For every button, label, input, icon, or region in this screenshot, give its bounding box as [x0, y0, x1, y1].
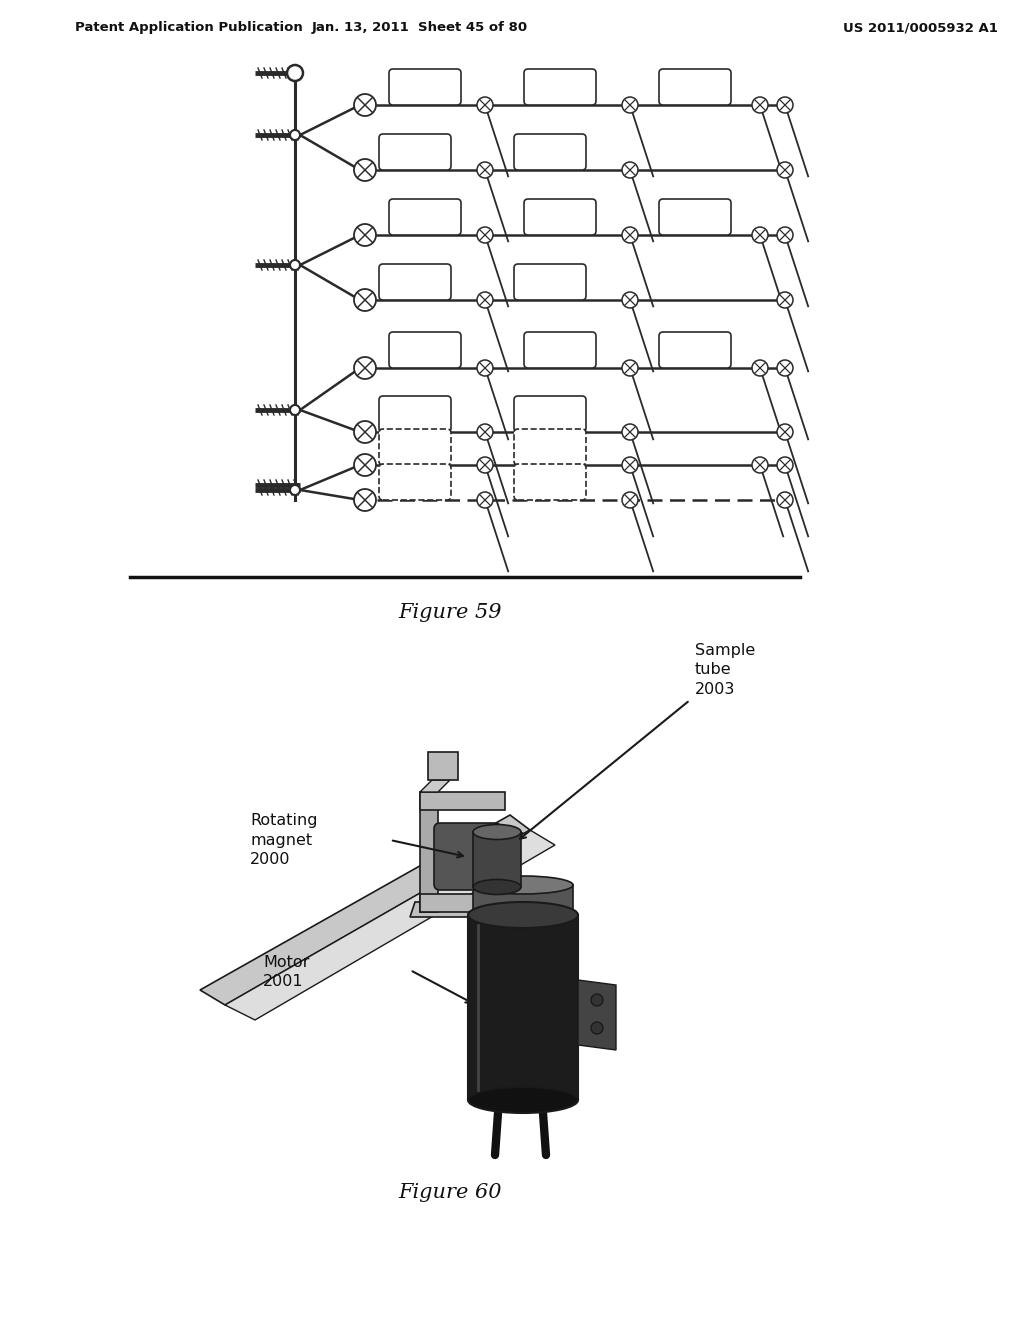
Text: Figure 59: Figure 59	[398, 602, 502, 622]
FancyBboxPatch shape	[389, 69, 461, 106]
Circle shape	[354, 289, 376, 312]
Circle shape	[622, 360, 638, 376]
Polygon shape	[225, 830, 555, 1020]
Text: Patent Application Publication: Patent Application Publication	[75, 21, 303, 34]
Polygon shape	[473, 884, 573, 915]
Circle shape	[777, 457, 793, 473]
FancyBboxPatch shape	[379, 396, 451, 432]
Text: US 2011/0005932 A1: US 2011/0005932 A1	[843, 21, 997, 34]
FancyBboxPatch shape	[434, 822, 501, 890]
Polygon shape	[420, 780, 450, 792]
Polygon shape	[420, 894, 505, 912]
Ellipse shape	[468, 902, 578, 928]
Circle shape	[622, 424, 638, 440]
Circle shape	[477, 424, 493, 440]
Circle shape	[354, 224, 376, 246]
Text: Sample
tube
2003: Sample tube 2003	[695, 643, 756, 697]
Polygon shape	[420, 792, 505, 810]
Circle shape	[777, 424, 793, 440]
FancyBboxPatch shape	[514, 135, 586, 170]
FancyBboxPatch shape	[659, 333, 731, 368]
FancyBboxPatch shape	[524, 333, 596, 368]
Circle shape	[354, 421, 376, 444]
Circle shape	[752, 227, 768, 243]
Text: Rotating
magnet
2000: Rotating magnet 2000	[250, 813, 317, 867]
Circle shape	[477, 492, 493, 508]
Circle shape	[477, 96, 493, 114]
FancyBboxPatch shape	[514, 429, 586, 465]
Circle shape	[622, 292, 638, 308]
FancyBboxPatch shape	[514, 465, 586, 500]
Circle shape	[290, 260, 300, 271]
Circle shape	[290, 405, 300, 414]
Circle shape	[477, 360, 493, 376]
Circle shape	[622, 162, 638, 178]
FancyBboxPatch shape	[514, 264, 586, 300]
Polygon shape	[468, 915, 578, 1100]
FancyBboxPatch shape	[524, 199, 596, 235]
Circle shape	[354, 488, 376, 511]
Circle shape	[622, 492, 638, 508]
Ellipse shape	[473, 879, 521, 895]
Polygon shape	[473, 832, 521, 887]
Circle shape	[477, 292, 493, 308]
Circle shape	[777, 292, 793, 308]
Circle shape	[591, 994, 603, 1006]
Text: Figure 60: Figure 60	[398, 1183, 502, 1201]
Circle shape	[777, 162, 793, 178]
Circle shape	[354, 356, 376, 379]
Circle shape	[354, 454, 376, 477]
Circle shape	[290, 484, 300, 495]
Polygon shape	[200, 814, 530, 1005]
Circle shape	[622, 96, 638, 114]
Circle shape	[777, 492, 793, 508]
Circle shape	[290, 129, 300, 140]
Polygon shape	[420, 792, 438, 912]
Polygon shape	[428, 752, 458, 780]
Circle shape	[777, 360, 793, 376]
Polygon shape	[578, 979, 616, 1049]
FancyBboxPatch shape	[524, 69, 596, 106]
FancyBboxPatch shape	[379, 465, 451, 500]
Circle shape	[287, 65, 303, 81]
FancyBboxPatch shape	[659, 199, 731, 235]
Circle shape	[622, 457, 638, 473]
Circle shape	[354, 94, 376, 116]
Polygon shape	[410, 902, 550, 917]
Ellipse shape	[473, 876, 573, 894]
Circle shape	[591, 1022, 603, 1034]
Circle shape	[354, 158, 376, 181]
Circle shape	[777, 227, 793, 243]
FancyBboxPatch shape	[514, 396, 586, 432]
Text: Jan. 13, 2011  Sheet 45 of 80: Jan. 13, 2011 Sheet 45 of 80	[312, 21, 528, 34]
FancyBboxPatch shape	[379, 264, 451, 300]
FancyBboxPatch shape	[389, 199, 461, 235]
FancyBboxPatch shape	[379, 429, 451, 465]
Circle shape	[477, 162, 493, 178]
Ellipse shape	[468, 1086, 578, 1113]
Ellipse shape	[473, 825, 521, 840]
Circle shape	[752, 360, 768, 376]
Circle shape	[622, 227, 638, 243]
FancyBboxPatch shape	[379, 135, 451, 170]
FancyBboxPatch shape	[659, 69, 731, 106]
Circle shape	[752, 457, 768, 473]
Circle shape	[477, 457, 493, 473]
Circle shape	[777, 96, 793, 114]
FancyBboxPatch shape	[389, 333, 461, 368]
Text: Motor
2001: Motor 2001	[263, 954, 309, 990]
Circle shape	[477, 227, 493, 243]
Circle shape	[752, 96, 768, 114]
